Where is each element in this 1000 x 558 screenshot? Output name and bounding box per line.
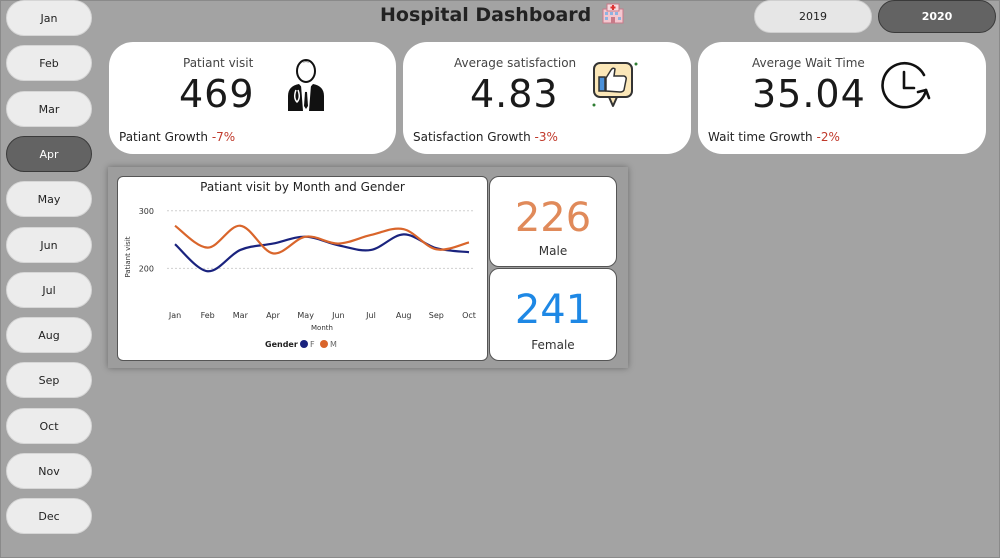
female-card: 241 Female bbox=[489, 268, 617, 361]
legend-label-f: F bbox=[310, 340, 315, 349]
month-button-apr[interactable]: Apr bbox=[6, 136, 92, 172]
legend-marker-f bbox=[300, 340, 308, 348]
doctor-icon bbox=[285, 56, 327, 116]
kpi-satisfaction-growth-value: -3% bbox=[534, 130, 558, 144]
month-button-mar[interactable]: Mar bbox=[6, 91, 92, 127]
kpi-card-visits: Patiant visit 469 Patiant Growth -7% bbox=[109, 42, 396, 154]
legend-label-m: M bbox=[330, 340, 337, 349]
kpi-wait-value: 35.04 bbox=[752, 72, 866, 116]
x-axis-label: Month bbox=[311, 324, 333, 332]
kpi-satisfaction-growth: Satisfaction Growth -3% bbox=[413, 130, 558, 144]
month-button-dec[interactable]: Dec bbox=[6, 498, 92, 534]
legend-marker-m bbox=[320, 340, 328, 348]
month-button-feb[interactable]: Feb bbox=[6, 45, 92, 81]
x-tick-jan: Jan bbox=[168, 311, 181, 320]
kpi-satisfaction-value: 4.83 bbox=[470, 72, 559, 116]
kpi-wait-label: Average Wait Time bbox=[752, 56, 865, 70]
x-tick-aug: Aug bbox=[396, 311, 412, 320]
year-button-2019[interactable]: 2019 bbox=[754, 0, 872, 33]
male-label: Male bbox=[538, 244, 568, 258]
y-tick-300: 300 bbox=[139, 207, 154, 216]
kpi-visits-value: 469 bbox=[179, 72, 255, 116]
x-tick-apr: Apr bbox=[266, 311, 281, 320]
kpi-wait-growth: Wait time Growth -2% bbox=[708, 130, 840, 144]
x-tick-mar: Mar bbox=[233, 311, 249, 320]
month-button-sep[interactable]: Sep bbox=[6, 362, 92, 398]
header: Hospital Dashboard bbox=[380, 2, 625, 28]
female-label: Female bbox=[531, 338, 575, 352]
series-line-m bbox=[174, 224, 470, 255]
x-tick-jun: Jun bbox=[331, 311, 345, 320]
month-button-jul[interactable]: Jul bbox=[6, 272, 92, 308]
kpi-visits-growth-label: Patiant Growth bbox=[119, 130, 209, 144]
clock-icon bbox=[878, 58, 934, 118]
kpi-satisfaction-label: Average satisfaction bbox=[454, 56, 577, 70]
hospital-icon bbox=[601, 2, 625, 28]
month-button-may[interactable]: May bbox=[6, 181, 92, 217]
month-button-oct[interactable]: Oct bbox=[6, 408, 92, 444]
kpi-card-satisfaction: Average satisfaction 4.83 Satisfaction G… bbox=[403, 42, 691, 154]
female-count: 241 bbox=[514, 287, 592, 333]
thumbs-up-icon bbox=[591, 60, 639, 114]
kpi-satisfaction-growth-label: Satisfaction Growth bbox=[413, 130, 531, 144]
kpi-wait-growth-value: -2% bbox=[816, 130, 840, 144]
male-count: 226 bbox=[514, 195, 592, 241]
month-button-jun[interactable]: Jun bbox=[6, 227, 92, 263]
year-button-2020[interactable]: 2020 bbox=[878, 0, 996, 33]
kpi-visits-growth-value: -7% bbox=[211, 130, 236, 144]
male-card: 226 Male bbox=[489, 176, 617, 267]
x-tick-sep: Sep bbox=[429, 311, 444, 320]
line-chart-card: Patiant visit by Month and Gender 200 300… bbox=[117, 176, 488, 361]
x-tick-oct: Oct bbox=[462, 311, 476, 320]
page-title: Hospital Dashboard bbox=[380, 4, 592, 26]
kpi-wait-growth-label: Wait time Growth bbox=[708, 130, 813, 144]
x-tick-may: May bbox=[297, 311, 314, 320]
line-chart: 200 300 Patiant visit Jan Feb Mar Apr May Jun Jul… bbox=[124, 207, 476, 349]
month-button-aug[interactable]: Aug bbox=[6, 317, 92, 353]
x-tick-feb: Feb bbox=[201, 311, 215, 320]
y-tick-200: 200 bbox=[139, 264, 154, 273]
x-tick-jul: Jul bbox=[365, 311, 376, 320]
month-button-nov[interactable]: Nov bbox=[6, 453, 92, 489]
chart-title: Patiant visit by Month and Gender bbox=[200, 180, 405, 194]
kpi-card-wait: Average Wait Time 35.04 Wait time Growth… bbox=[698, 42, 986, 154]
kpi-visits-growth: Patiant Growth -7% bbox=[119, 130, 235, 144]
kpi-visits-label: Patiant visit bbox=[183, 56, 254, 70]
legend-title: Gender bbox=[265, 340, 298, 349]
y-axis-label: Patiant visit bbox=[124, 236, 132, 277]
month-button-jan[interactable]: Jan bbox=[6, 0, 92, 36]
